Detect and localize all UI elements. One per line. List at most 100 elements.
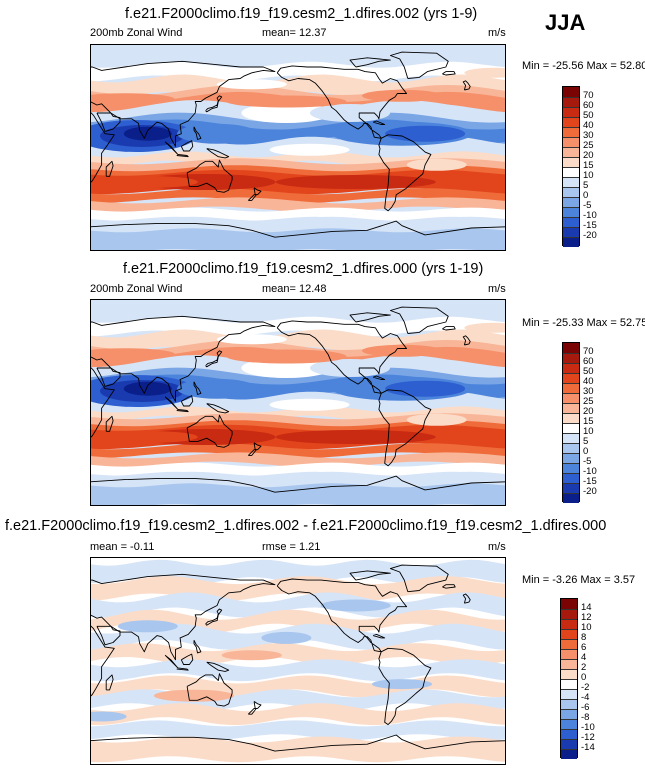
- coastline-segment: [247, 194, 257, 201]
- colorbar-swatch: [561, 739, 577, 749]
- colorbar-swatch: [563, 403, 579, 413]
- contour-region: [216, 79, 287, 90]
- coastline-segment: [193, 126, 202, 140]
- coastline-segment: [176, 408, 189, 413]
- colorbar-swatch: [563, 443, 579, 453]
- colorbar-swatch: [563, 353, 579, 363]
- colorbar-swatch: [561, 609, 577, 619]
- contour-region: [385, 380, 466, 397]
- contour-region: [221, 650, 282, 661]
- colorbar-tick-label: -6: [581, 702, 590, 713]
- coastline-segment: [96, 367, 121, 387]
- coastline-segment: [462, 593, 471, 604]
- contour-band: [90, 158, 506, 174]
- colorbar-tick-label: 15: [583, 416, 594, 427]
- contour-region: [310, 359, 390, 377]
- coastline-segment: [389, 51, 449, 79]
- coastline-segment: [96, 112, 121, 132]
- contour-band: [90, 483, 506, 506]
- panel-3-units-label: m/s: [488, 541, 506, 553]
- colorbar-tick-label: 8: [581, 632, 587, 643]
- coastline-segment: [253, 187, 262, 196]
- contour-region: [177, 378, 258, 399]
- contour-region: [123, 126, 172, 141]
- coastline-segment: [205, 608, 223, 626]
- coastline-segment: [180, 140, 194, 152]
- colorbar-tick-label: -5: [583, 456, 592, 467]
- contour-band: [90, 592, 506, 618]
- colorbar-swatch: [563, 393, 579, 403]
- colorbar-tick-label: 60: [583, 356, 594, 367]
- colorbar-swatch: [563, 423, 579, 433]
- coastline-segment: [389, 564, 449, 593]
- coastline-segment: [90, 475, 506, 493]
- coastline-segment: [164, 654, 179, 669]
- coastline-segment: [90, 366, 115, 439]
- coastline-segment: [276, 320, 408, 394]
- coastline-segment: [206, 403, 230, 414]
- panel-1-map: [90, 44, 506, 251]
- colorbar-swatch: [563, 217, 579, 227]
- colorbar-swatch: [563, 483, 579, 493]
- contour-region: [90, 711, 127, 722]
- colorbar-tick-label: 10: [583, 426, 594, 437]
- colorbar-tick-label: 10: [583, 170, 594, 181]
- coastlines: [90, 51, 506, 238]
- colorbar-tick-label: 20: [583, 150, 594, 161]
- colorbar-tick-label: 4: [581, 652, 587, 663]
- contour-region: [362, 89, 442, 102]
- colorbar-box: [562, 86, 580, 247]
- coastlines: [90, 564, 506, 752]
- contour-region: [97, 176, 198, 188]
- contour-region: [90, 348, 175, 361]
- colorbar-tick-label: 70: [583, 346, 594, 357]
- colorbar-swatch: [563, 383, 579, 393]
- colorbar-swatch: [563, 237, 579, 247]
- colorbar-swatch: [563, 493, 579, 503]
- colorbar-tick-label: 15: [583, 160, 594, 171]
- colorbar-swatch: [563, 463, 579, 473]
- colorbar-swatch: [563, 197, 579, 207]
- colorbar-tick-label: 0: [583, 446, 589, 457]
- contour-region: [464, 322, 506, 333]
- colorbar-swatch: [561, 599, 577, 609]
- panel-2-variable-label: 200mb Zonal Wind: [90, 283, 183, 295]
- contour-region: [269, 143, 350, 156]
- colorbar-box: [562, 342, 580, 503]
- coastline-segment: [389, 306, 449, 334]
- colorbar-swatch: [561, 619, 577, 629]
- contour-region: [226, 349, 347, 364]
- colorbar-swatch: [563, 227, 579, 237]
- coastline-segment: [186, 159, 233, 193]
- coastline-segment: [193, 381, 202, 395]
- contour-band: [90, 443, 506, 459]
- colorbar-tick-label: 50: [583, 366, 594, 377]
- coastline-segment: [276, 578, 408, 653]
- coastline-segment: [90, 220, 506, 238]
- colorbar-tick-label: -14: [581, 742, 595, 753]
- colorbar-swatch: [561, 629, 577, 639]
- contour-region: [406, 158, 467, 171]
- colorbar-tick-label: 14: [581, 602, 592, 613]
- panel-2-units-label: m/s: [488, 283, 506, 295]
- contour-region: [241, 358, 332, 378]
- panel-3-map: [90, 557, 506, 765]
- colorbar-tick-label: 12: [581, 612, 592, 623]
- contour-band: [90, 559, 506, 584]
- colorbar-swatch: [563, 127, 579, 137]
- colorbar-tick-label: -12: [581, 732, 595, 743]
- coastline-segment: [253, 442, 262, 451]
- panel-3-mean-label: mean = -0.11: [90, 541, 155, 553]
- colorbar-tick-label: 25: [583, 140, 594, 151]
- colorbar-swatch: [563, 343, 579, 353]
- contour-region: [123, 381, 172, 396]
- coastline-segment: [378, 389, 432, 467]
- colorbar-swatch: [561, 699, 577, 709]
- colorbar-tick-label: -10: [583, 210, 597, 221]
- coastline-segment: [206, 148, 230, 159]
- colorbar-swatch: [563, 87, 579, 97]
- coastline-segment: [90, 60, 276, 147]
- coastline-segment: [90, 624, 115, 698]
- coastline-segment: [105, 674, 114, 691]
- colorbar-swatch: [563, 107, 579, 117]
